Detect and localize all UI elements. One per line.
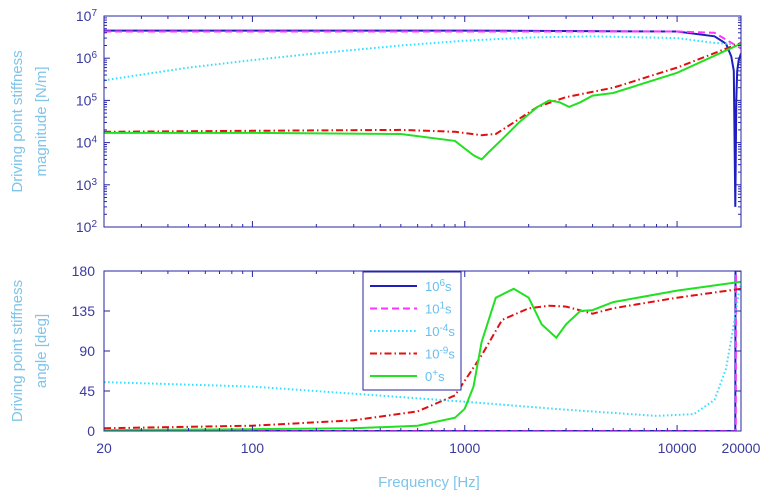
legend-label-exponent: -9 xyxy=(439,345,448,356)
y-tick-label: 90 xyxy=(79,343,95,359)
y-tick-label: 103 xyxy=(76,176,98,193)
legend-label-base: 10 xyxy=(425,324,439,339)
legend-label-unit: s xyxy=(445,302,452,317)
legend-label-base: 10 xyxy=(425,347,439,362)
legend-label-unit: s xyxy=(438,369,445,384)
legend-label-exponent: -4 xyxy=(439,323,448,334)
legend-label-unit: s xyxy=(445,279,452,294)
series-line-s-1e1 xyxy=(104,30,741,50)
series-line-s-1em9 xyxy=(104,41,741,137)
x-tick-label: 20000 xyxy=(722,440,761,456)
y-tick-label-exponent: 2 xyxy=(91,219,97,230)
y-tick-label: 45 xyxy=(79,383,95,399)
y-tick-label: 106 xyxy=(76,50,98,66)
x-tick-label: 10000 xyxy=(658,440,697,456)
series-line-s-1em4 xyxy=(104,284,741,417)
y-axis-title: Driving point stiffness xyxy=(9,50,26,192)
legend-label-exponent: 1 xyxy=(439,300,445,311)
y-tick-label-base: 10 xyxy=(76,135,92,151)
x-tick-label: 20 xyxy=(96,440,112,456)
y-tick-label: 180 xyxy=(72,263,96,279)
y-tick-label-base: 10 xyxy=(76,8,92,24)
legend-label-exponent: 6 xyxy=(439,278,445,289)
legend-label-unit: s xyxy=(448,347,455,362)
legend-label-unit: s xyxy=(448,324,455,339)
legend-label-base: 0 xyxy=(425,369,432,384)
legend-label: 10-4s xyxy=(425,323,455,340)
y-tick-label: 135 xyxy=(72,303,96,319)
y-tick-label-exponent: 6 xyxy=(91,50,97,61)
series-line-s-0 xyxy=(104,42,741,161)
legend-label: 0+s xyxy=(425,368,445,385)
y-tick-label-exponent: 4 xyxy=(91,134,97,145)
y-tick-label-exponent: 5 xyxy=(91,92,97,103)
y-tick-label: 107 xyxy=(76,8,98,25)
y-tick-label: 0 xyxy=(87,423,95,439)
legend-label: 106s xyxy=(425,278,452,295)
x-tick-label: 1000 xyxy=(449,440,480,456)
legend-label: 10-9s xyxy=(425,345,455,362)
y-tick-label-base: 10 xyxy=(76,50,92,66)
legend-label-base: 10 xyxy=(425,302,439,317)
legend-label-exponent: + xyxy=(432,368,438,379)
y-axis-title: angle [deg] xyxy=(33,314,50,388)
y-tick-label-exponent: 3 xyxy=(91,176,97,187)
series-line-s-1em9 xyxy=(104,287,741,430)
y-axis-title: magnitude [N/m] xyxy=(33,66,50,176)
y-tick-label-base: 10 xyxy=(76,177,92,193)
series-line-s-1e6 xyxy=(104,29,741,207)
y-tick-label: 104 xyxy=(76,134,98,151)
x-tick-label: 100 xyxy=(241,440,265,456)
y-axis-title: Driving point stiffness xyxy=(9,280,26,422)
x-axis-title: Frequency [Hz] xyxy=(378,474,480,491)
y-tick-label-exponent: 7 xyxy=(91,8,97,19)
y-tick-label: 105 xyxy=(76,92,98,109)
series-line-s-1em4 xyxy=(104,35,741,82)
series-line-s-0 xyxy=(104,280,741,431)
axes-box xyxy=(103,15,742,228)
legend-label: 101s xyxy=(425,300,452,317)
y-tick-label-base: 10 xyxy=(76,92,92,108)
y-tick-label: 102 xyxy=(76,219,98,236)
y-tick-label-base: 10 xyxy=(76,219,92,235)
legend-label-base: 10 xyxy=(425,279,439,294)
